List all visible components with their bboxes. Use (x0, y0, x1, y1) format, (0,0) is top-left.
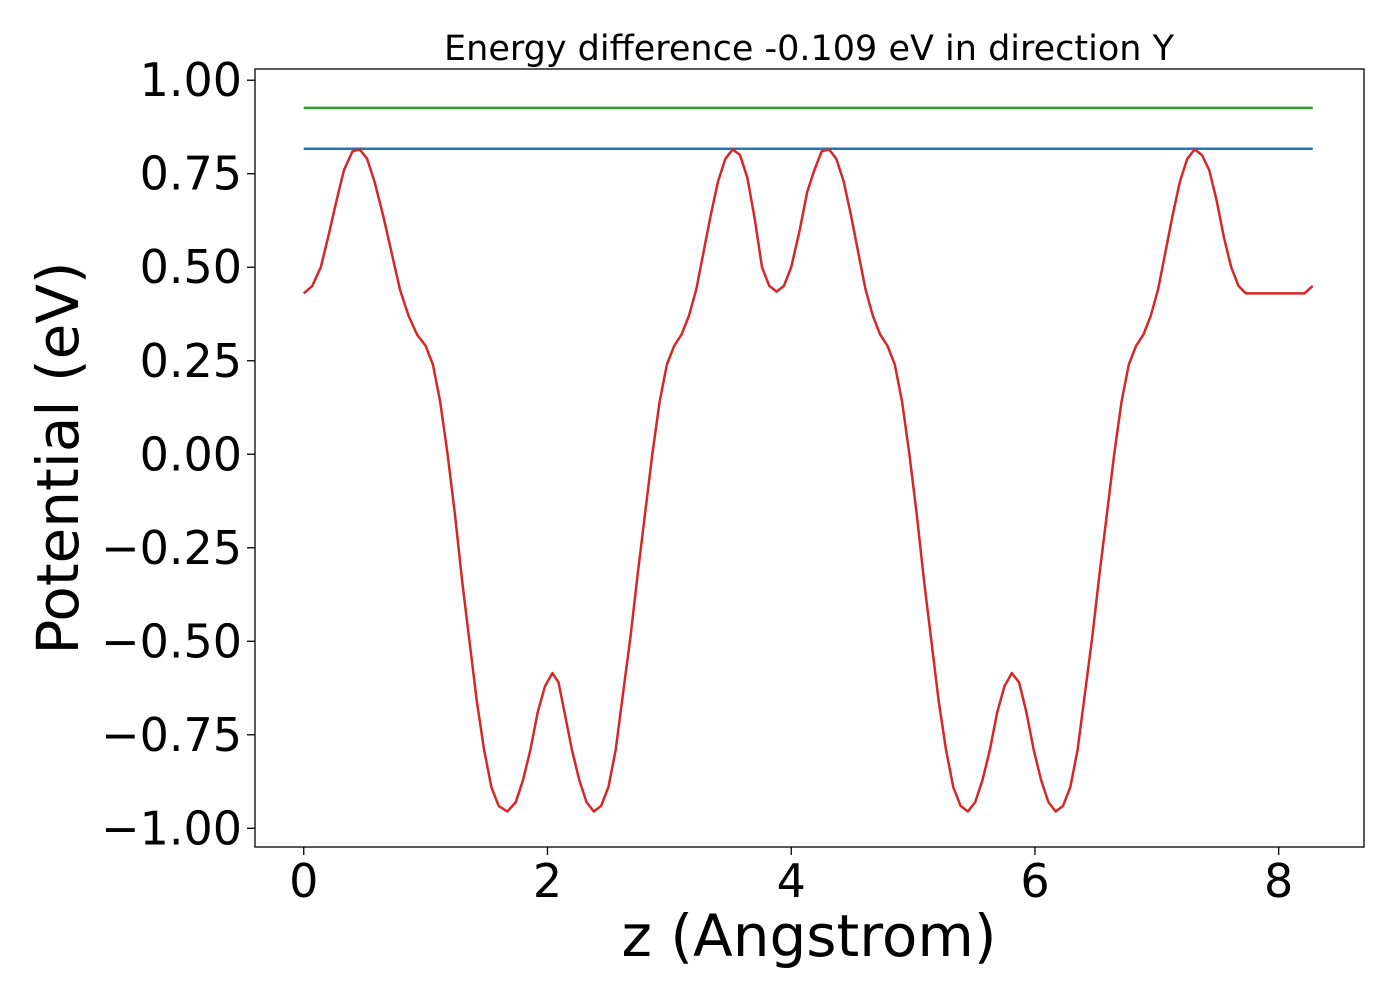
chart-title: Energy difference -0.109 eV in direction… (444, 29, 1175, 69)
axes-frame (254, 68, 1365, 848)
x-tick-label: 4 (777, 854, 806, 908)
x-tick-label: 0 (289, 854, 318, 908)
x-tick-label: 2 (533, 854, 562, 908)
axis-ticks: 0 2 4 6 8 1.00 0.75 0.50 0.25 0.00 −0.25 −0.50 −0.75… (101, 53, 1293, 908)
y-tick-label: −0.25 (101, 521, 242, 575)
x-tick-label: 8 (1264, 854, 1293, 908)
y-tick-label: −0.75 (101, 708, 242, 762)
y-tick-label: −0.50 (101, 614, 242, 668)
y-tick-label: −1.00 (101, 801, 242, 855)
y-tick-label: 0.50 (140, 240, 242, 294)
x-tick-label: 6 (1020, 854, 1049, 908)
y-tick-label: 0.75 (140, 147, 242, 201)
y-tick-label: 0.25 (140, 334, 242, 388)
y-tick-label: 0.00 (140, 427, 242, 481)
x-axis-label: z (Angstrom) (622, 902, 997, 970)
series-line-potential-curve (302, 148, 1314, 813)
y-tick-label: 1.00 (140, 53, 242, 107)
plot-area (302, 106, 1314, 813)
y-axis-label: Potential (eV) (24, 261, 92, 654)
